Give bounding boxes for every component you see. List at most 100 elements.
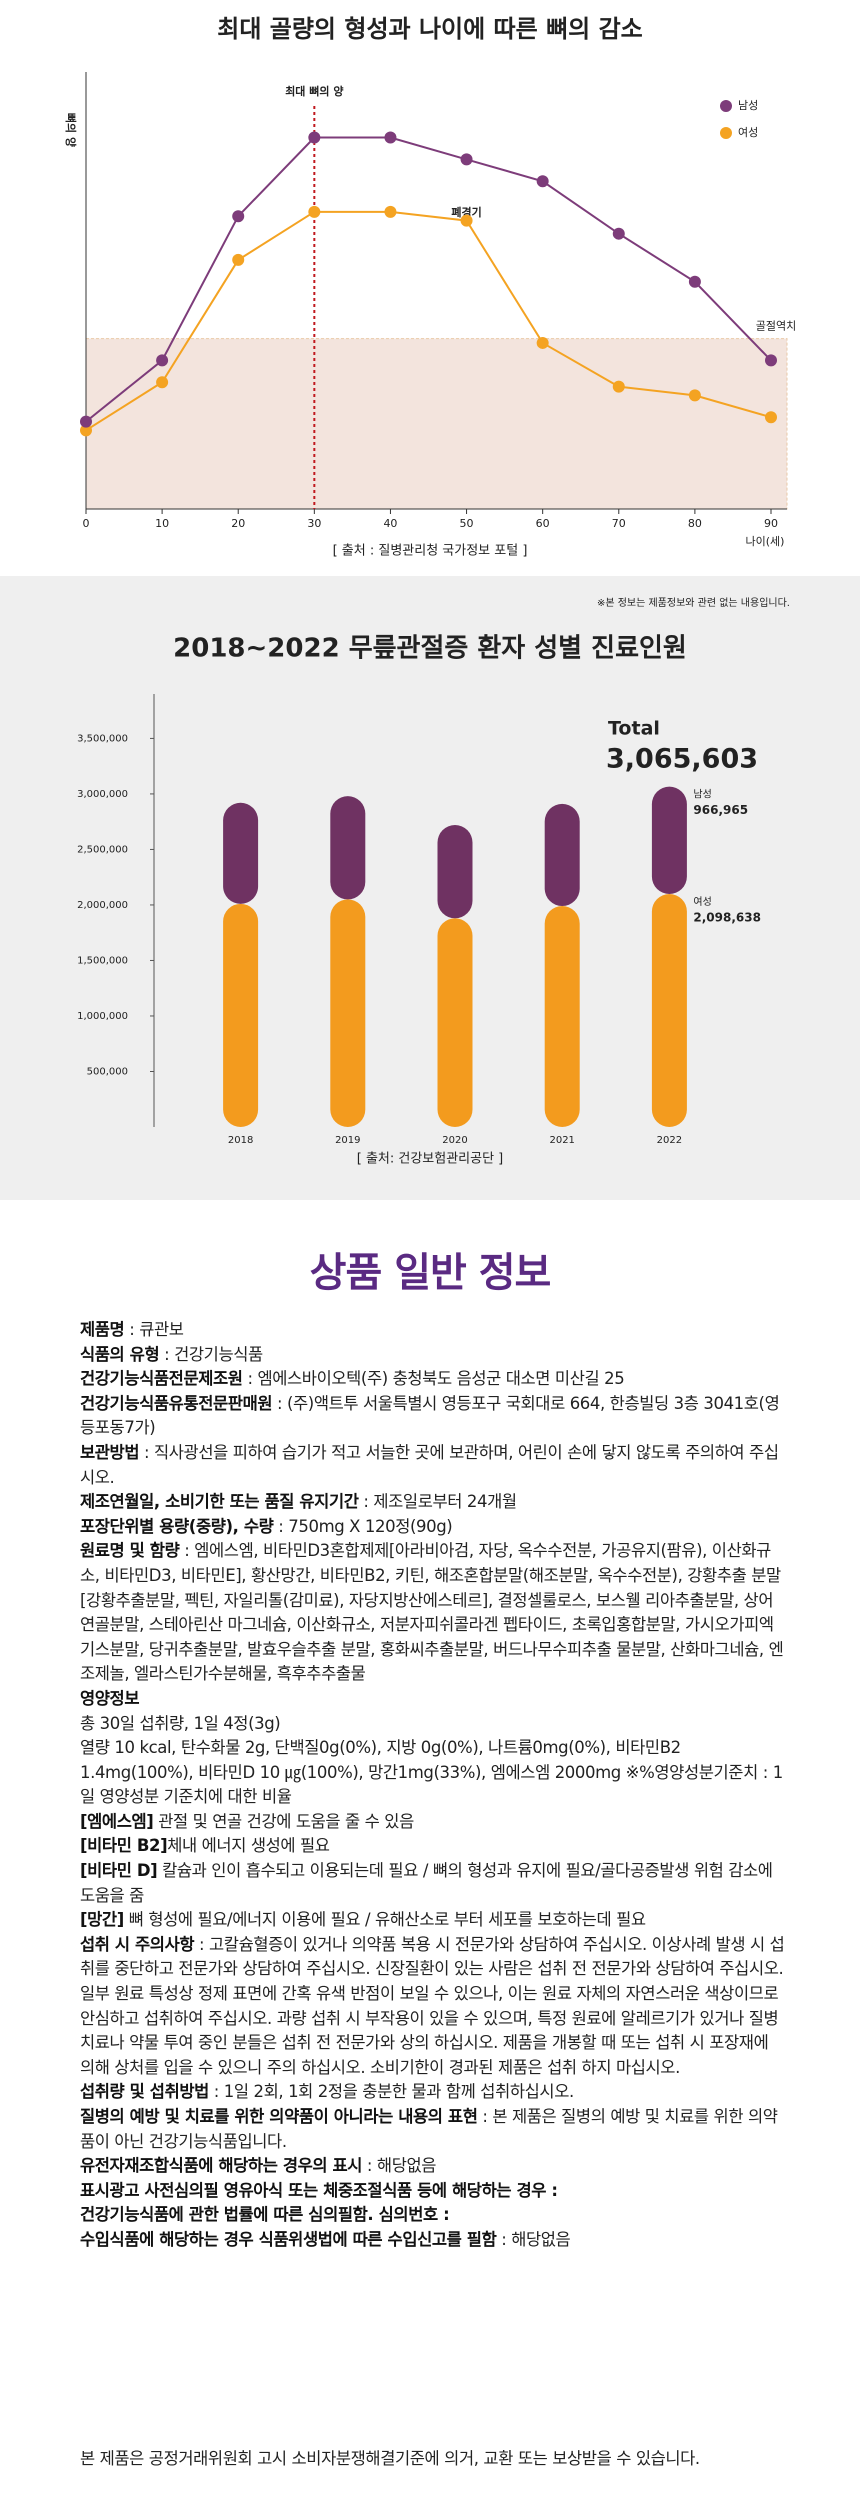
info-text: : (주)액트투 서울특별시 영등포구 국회대로 664, 한층빌딩 3층 30… [80, 1393, 780, 1438]
data-point [688, 275, 701, 288]
series-label: 남성 [693, 789, 711, 801]
data-point [460, 153, 473, 166]
y-tick-label: 1,000,000 [77, 1011, 128, 1022]
document-title: 상품 일반 정보 [309, 1250, 552, 1296]
x-tick-label: 20 [231, 517, 245, 530]
x-tick-label: 2021 [549, 1135, 574, 1146]
y-tick-label: 2,000,000 [77, 900, 128, 911]
info-item: 유전자재조합식품에 해당하는 경우의 표시 : 해당없음 [80, 2154, 785, 2179]
menopause-label: 폐경기 [451, 205, 481, 219]
info-text: 열량 10 kcal, 탄수화물 2g, 단백질0g(0%), 지방 0g(0%… [80, 1738, 783, 1807]
chart-title: 최대 골량의 형성과 나이에 따른 뼈의 감소 [217, 15, 643, 43]
info-text: 칼슘과 인이 흡수되고 이용되는데 필요 / 뼈의 형성과 유지에 필요/골다공… [80, 1861, 773, 1905]
data-point [612, 380, 625, 393]
y-axis-label: 뼈의 양 [64, 113, 78, 147]
bar-segment [223, 802, 259, 904]
info-label: 제조연월일, 소비기한 또는 품질 유지기간 [80, 1492, 359, 1512]
info-item: 건강기능식품에 관한 법률에 따른 심의필함. 심의번호 : [80, 2203, 785, 2228]
info-text: : 엠에스바이오텍(주) 충청북도 음성군 대소면 미산길 25 [242, 1369, 625, 1389]
info-item: 제품명 : 큐관보 [80, 1318, 785, 1343]
data-point [612, 227, 625, 240]
bar-segment [330, 796, 366, 900]
info-text: 총 30일 섭취량, 1일 4정(3g) [80, 1713, 281, 1733]
x-tick-label: 70 [612, 517, 626, 530]
info-item: [비타민 D] 칼슘과 인이 흡수되고 이용되는데 필요 / 뼈의 형성과 유지… [80, 1859, 785, 1908]
series-line [85, 136, 772, 423]
peak-label: 최대 뼈의 양 [285, 84, 343, 98]
info-text: : 제조일로부터 24개월 [358, 1492, 517, 1512]
info-text: : 큐관보 [124, 1320, 184, 1339]
info-item: 표시광고 사전심의필 영유아식 또는 체중조절식품 등에 해당하는 경우 : [80, 2179, 785, 2204]
info-label: 수입식품에 해당하는 경우 식품위생법에 따른 수입신고를 필함 [80, 2229, 497, 2249]
bar-segment [651, 893, 687, 1127]
x-tick-label: 2022 [657, 1135, 682, 1146]
info-item: 건강기능식품전문제조원 : 엠에스바이오텍(주) 충청북도 음성군 대소면 미산… [80, 1367, 785, 1392]
series-label: 여성 [693, 896, 711, 908]
info-item: 섭취 시 주의사항 : 고칼슘혈증이 있거나 의약품 복용 시 전문가와 상담하… [80, 1933, 785, 2081]
x-tick-label: 50 [460, 517, 474, 530]
info-text: : 본 제품은 질병의 예방 및 치료를 위한 의약품이 아닌 건강기능식품입니… [80, 2107, 778, 2151]
legend-label: 여성 [738, 126, 758, 139]
info-item: 총 30일 섭취량, 1일 4정(3g) [80, 1712, 785, 1737]
data-point [536, 336, 549, 349]
chart-source: [ 출처 : 질병관리청 국가정보 포털 ] [333, 544, 528, 559]
info-text: : 고칼슘혈증이 있거나 의약품 복용 시 전문가와 상담하여 주십시오. 이상… [80, 1934, 785, 2077]
info-label: [엠에스엠] [80, 1811, 154, 1831]
data-point [80, 424, 92, 437]
x-tick-label: 90 [764, 517, 778, 530]
info-item: 원료명 및 함량 : 엠에스엠, 비타민D3혼합제제[아라비아검, 자당, 옥수… [80, 1539, 785, 1687]
x-tick-label: 30 [307, 517, 321, 530]
data-point [156, 354, 169, 367]
info-label: [망간] [80, 1910, 124, 1930]
info-label: [비타민 B2] [80, 1836, 168, 1856]
info-label: 보관방법 [80, 1442, 140, 1462]
info-label: 건강기능식품전문제조원 [80, 1369, 243, 1389]
info-label: 건강기능식품유통전문판매원 [80, 1393, 273, 1413]
threshold-label: 골절역치 [756, 320, 796, 333]
chart-note: ※본 정보는 제품정보와 관련 없는 내용입니다. [597, 596, 790, 609]
info-text: : 750mg X 120정(90g) [273, 1516, 453, 1536]
chart-title: 2018~2022 무릎관절증 환자 성별 진료인원 [173, 634, 687, 664]
y-tick-label: 1,500,000 [77, 955, 128, 966]
legend-marker [720, 127, 732, 139]
info-item: [비타민 B2]체내 에너지 생성에 필요 [80, 1834, 785, 1859]
bar-segment [223, 903, 259, 1127]
bar-segment [330, 899, 366, 1127]
bar-segment [437, 918, 473, 1127]
info-text: 체내 에너지 생성에 필요 [167, 1836, 330, 1856]
y-tick-label: 2,500,000 [77, 844, 128, 855]
info-label: 질병의 예방 및 치료를 위한 의약품이 아니라는 내용의 표현 [80, 2107, 478, 2126]
x-tick-label: 80 [688, 517, 702, 530]
info-label: 섭취 시 주의사항 [80, 1934, 195, 1954]
x-tick-label: 60 [536, 517, 550, 530]
info-text: : 1일 2회, 1회 2정을 충분한 물과 함께 섭취하십시오. [208, 2082, 574, 2102]
info-item: 섭취량 및 섭취방법 : 1일 2회, 1회 2정을 충분한 물과 함께 섭취하… [80, 2080, 785, 2105]
info-label: 포장단위별 용량(중량), 수량 [80, 1516, 274, 1536]
x-tick-label: 2020 [442, 1135, 467, 1146]
data-point [308, 205, 321, 218]
data-point [232, 210, 245, 223]
data-point [232, 253, 245, 266]
info-item: 수입식품에 해당하는 경우 식품위생법에 따른 수입신고를 필함 : 해당없음 [80, 2228, 785, 2253]
x-tick-label: 0 [83, 517, 90, 530]
value-label: 2,098,638 [693, 910, 761, 924]
x-tick-label: 2019 [335, 1135, 360, 1146]
x-tick-label: 10 [155, 517, 169, 530]
data-point [156, 376, 169, 389]
data-point [308, 131, 321, 144]
info-label: [비타민 D] [80, 1861, 158, 1881]
fracture-threshold-area [85, 338, 788, 510]
section-background [0, 576, 860, 1200]
data-point [384, 131, 397, 144]
data-point [765, 411, 777, 424]
info-label: 표시광고 사전심의필 영유아식 또는 체중조절식품 등에 해당하는 경우 : [80, 2180, 558, 2200]
data-point [536, 175, 549, 188]
info-item: 포장단위별 용량(중량), 수량 : 750mg X 120정(90g) [80, 1515, 785, 1540]
footer-note: 본 제품은 공정거래위원회 고시 소비자분쟁해결기준에 의거, 교환 또는 보상… [80, 2449, 700, 2468]
bar-segment [544, 906, 580, 1127]
y-tick-label: 3,500,000 [77, 733, 128, 744]
legend-marker [720, 100, 732, 112]
series-line [85, 210, 772, 432]
